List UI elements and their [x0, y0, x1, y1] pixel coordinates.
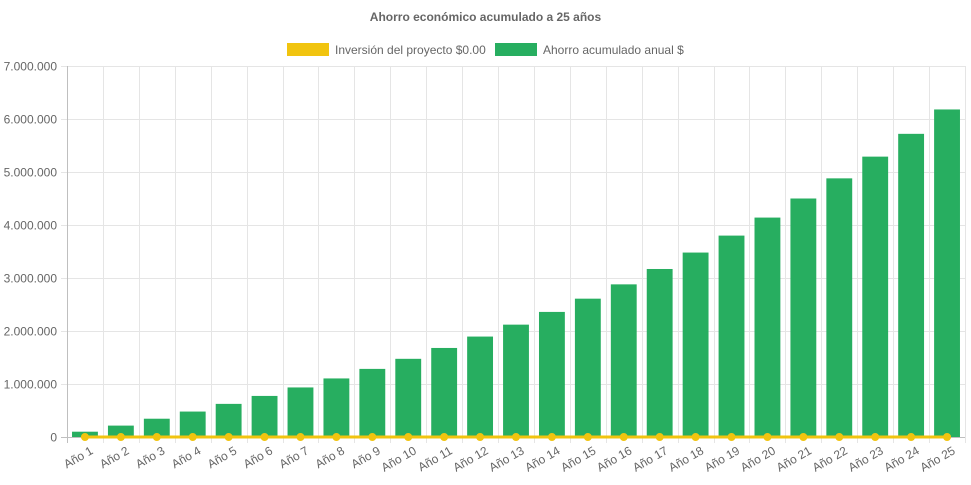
bar-6[interactable]	[251, 395, 278, 437]
bar-3[interactable]	[143, 418, 170, 437]
bar-24[interactable]	[898, 133, 925, 437]
investment-point-9[interactable]	[368, 433, 377, 441]
investment-point-6[interactable]	[260, 433, 269, 441]
bar-15[interactable]	[574, 298, 601, 437]
investment-line	[80, 433, 952, 441]
y-tick-label: 0	[50, 431, 57, 445]
x-tick-label: Año 14	[522, 443, 562, 474]
investment-point-21[interactable]	[799, 433, 808, 441]
x-tick-label: Año 2	[97, 443, 131, 471]
x-tick-label: Año 12	[451, 443, 491, 474]
x-tick-label: Año 20	[738, 443, 778, 474]
x-tick-label: Año 18	[666, 443, 706, 474]
bar-4[interactable]	[179, 411, 206, 437]
bar-9[interactable]	[359, 368, 386, 437]
bar-23[interactable]	[862, 156, 889, 437]
investment-point-24[interactable]	[907, 433, 916, 441]
legend-swatch-investment[interactable]	[287, 43, 329, 56]
y-tick-label: 1.000.000	[4, 378, 58, 392]
x-tick-label: Año 5	[205, 443, 239, 471]
bar-7[interactable]	[287, 387, 314, 437]
x-tick-label: Año 7	[277, 443, 311, 471]
investment-point-12[interactable]	[476, 433, 485, 441]
investment-point-8[interactable]	[332, 433, 341, 441]
legend-swatch-savings[interactable]	[495, 43, 537, 56]
y-tick-label: 4.000.000	[4, 219, 58, 233]
legend-label-savings[interactable]: Ahorro acumulado anual $	[543, 43, 684, 57]
bar-13[interactable]	[503, 324, 529, 437]
investment-point-17[interactable]	[655, 433, 664, 441]
bar-19[interactable]	[718, 235, 745, 437]
x-tick-label: Año 25	[918, 443, 958, 474]
investment-point-5[interactable]	[224, 433, 233, 441]
x-tick-label: Año 9	[349, 443, 383, 471]
x-tick-label: Año 11	[415, 443, 454, 474]
investment-point-18[interactable]	[691, 433, 700, 441]
investment-point-10[interactable]	[404, 433, 413, 441]
investment-point-3[interactable]	[152, 433, 161, 441]
grid	[61, 66, 966, 443]
bar-17[interactable]	[646, 268, 673, 437]
investment-point-11[interactable]	[440, 433, 449, 441]
x-tick-label: Año 24	[882, 443, 922, 474]
x-tick-label: Año 22	[810, 443, 850, 474]
investment-point-16[interactable]	[619, 433, 628, 441]
investment-point-2[interactable]	[116, 433, 125, 441]
bar-16[interactable]	[610, 284, 637, 437]
investment-point-23[interactable]	[871, 433, 880, 441]
x-tick-label: Año 17	[630, 443, 670, 474]
x-tick-label: Año 4	[169, 443, 203, 471]
legend-label-investment[interactable]: Inversión del proyecto $0.00	[335, 43, 486, 57]
x-tick-label: Año 15	[558, 443, 598, 474]
investment-point-25[interactable]	[943, 433, 952, 441]
bar-21[interactable]	[790, 198, 817, 438]
y-tick-label: 2.000.000	[4, 325, 58, 339]
x-tick-label: Año 10	[379, 443, 419, 474]
x-tick-label: Año 8	[313, 443, 347, 471]
bar-25[interactable]	[934, 109, 960, 438]
y-tick-label: 7.000.000	[4, 60, 58, 74]
legend: Inversión del proyecto $0.00 Ahorro acum…	[287, 43, 684, 57]
investment-point-4[interactable]	[188, 433, 197, 441]
x-tick-label: Año 16	[594, 443, 634, 474]
bar-11[interactable]	[431, 347, 458, 437]
y-tick-label: 6.000.000	[4, 113, 58, 127]
bar-5[interactable]	[215, 403, 242, 437]
investment-point-15[interactable]	[583, 433, 592, 441]
investment-point-7[interactable]	[296, 433, 305, 441]
bars	[72, 109, 960, 438]
bar-22[interactable]	[826, 178, 853, 438]
bar-12[interactable]	[467, 336, 494, 437]
chart-title: Ahorro económico acumulado a 25 años	[370, 10, 602, 24]
bar-8[interactable]	[323, 378, 350, 437]
x-tick-label: Año 23	[846, 443, 886, 474]
x-tick-label: Año 13	[487, 443, 527, 474]
investment-point-14[interactable]	[547, 433, 556, 441]
y-tick-label: 5.000.000	[4, 166, 58, 180]
bar-18[interactable]	[682, 252, 709, 437]
y-tick-label: 3.000.000	[4, 272, 58, 286]
x-tick-label: Año 3	[133, 443, 167, 471]
bar-2[interactable]	[107, 425, 134, 437]
investment-point-1[interactable]	[80, 433, 89, 441]
bar-10[interactable]	[395, 358, 422, 437]
y-axis: 0 1.000.000 2.000.000 3.000.000 4.000.000 5.0…	[4, 60, 58, 445]
x-tick-label: Año 21	[774, 443, 814, 474]
investment-point-13[interactable]	[512, 433, 520, 441]
x-axis: Año 1 Año 2 Año 3 Año 4 Año 5 Año 6 Año 7 Año 8…	[61, 443, 958, 474]
investment-point-19[interactable]	[727, 433, 736, 441]
investment-point-22[interactable]	[835, 433, 844, 441]
x-tick-label: Año 1	[61, 443, 95, 471]
investment-point-20[interactable]	[763, 433, 772, 441]
x-tick-label: Año 6	[241, 443, 275, 471]
x-tick-label: Año 19	[702, 443, 742, 474]
bar-20[interactable]	[754, 217, 781, 437]
bar-14[interactable]	[538, 311, 565, 437]
